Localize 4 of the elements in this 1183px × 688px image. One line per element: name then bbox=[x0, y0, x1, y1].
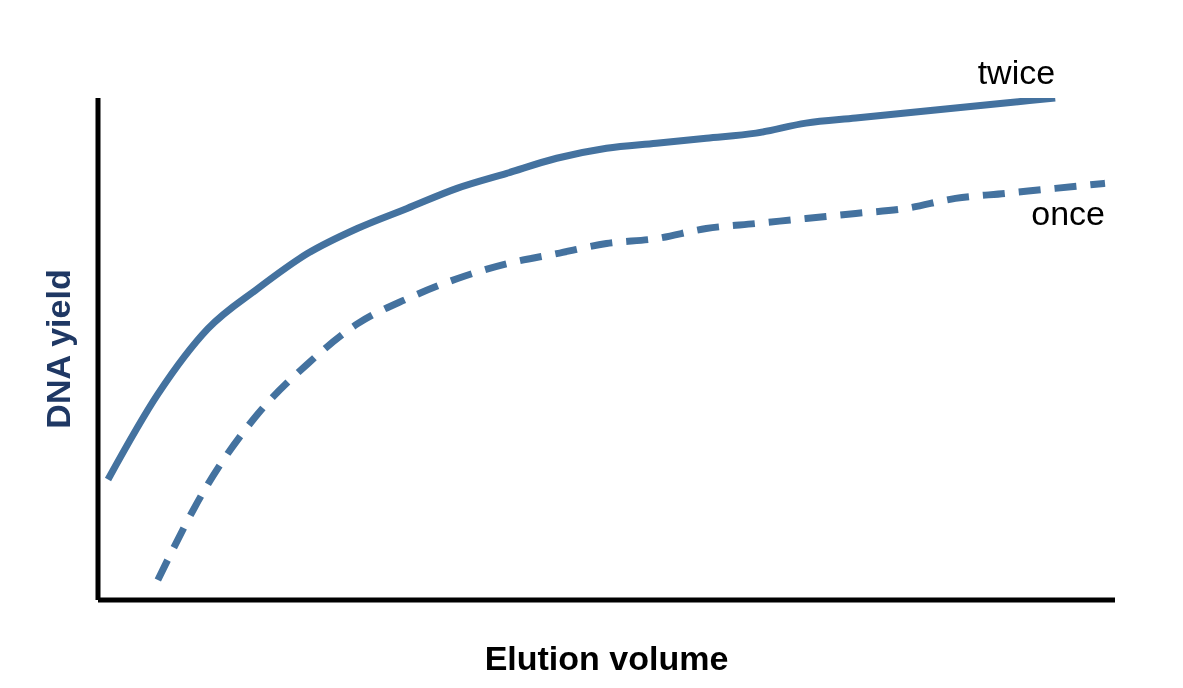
y-axis-title: DNA yield bbox=[39, 269, 78, 429]
series-label: once bbox=[1031, 194, 1105, 233]
series-label: twice bbox=[977, 53, 1056, 91]
x-axis-title: Elution volume bbox=[484, 639, 729, 677]
